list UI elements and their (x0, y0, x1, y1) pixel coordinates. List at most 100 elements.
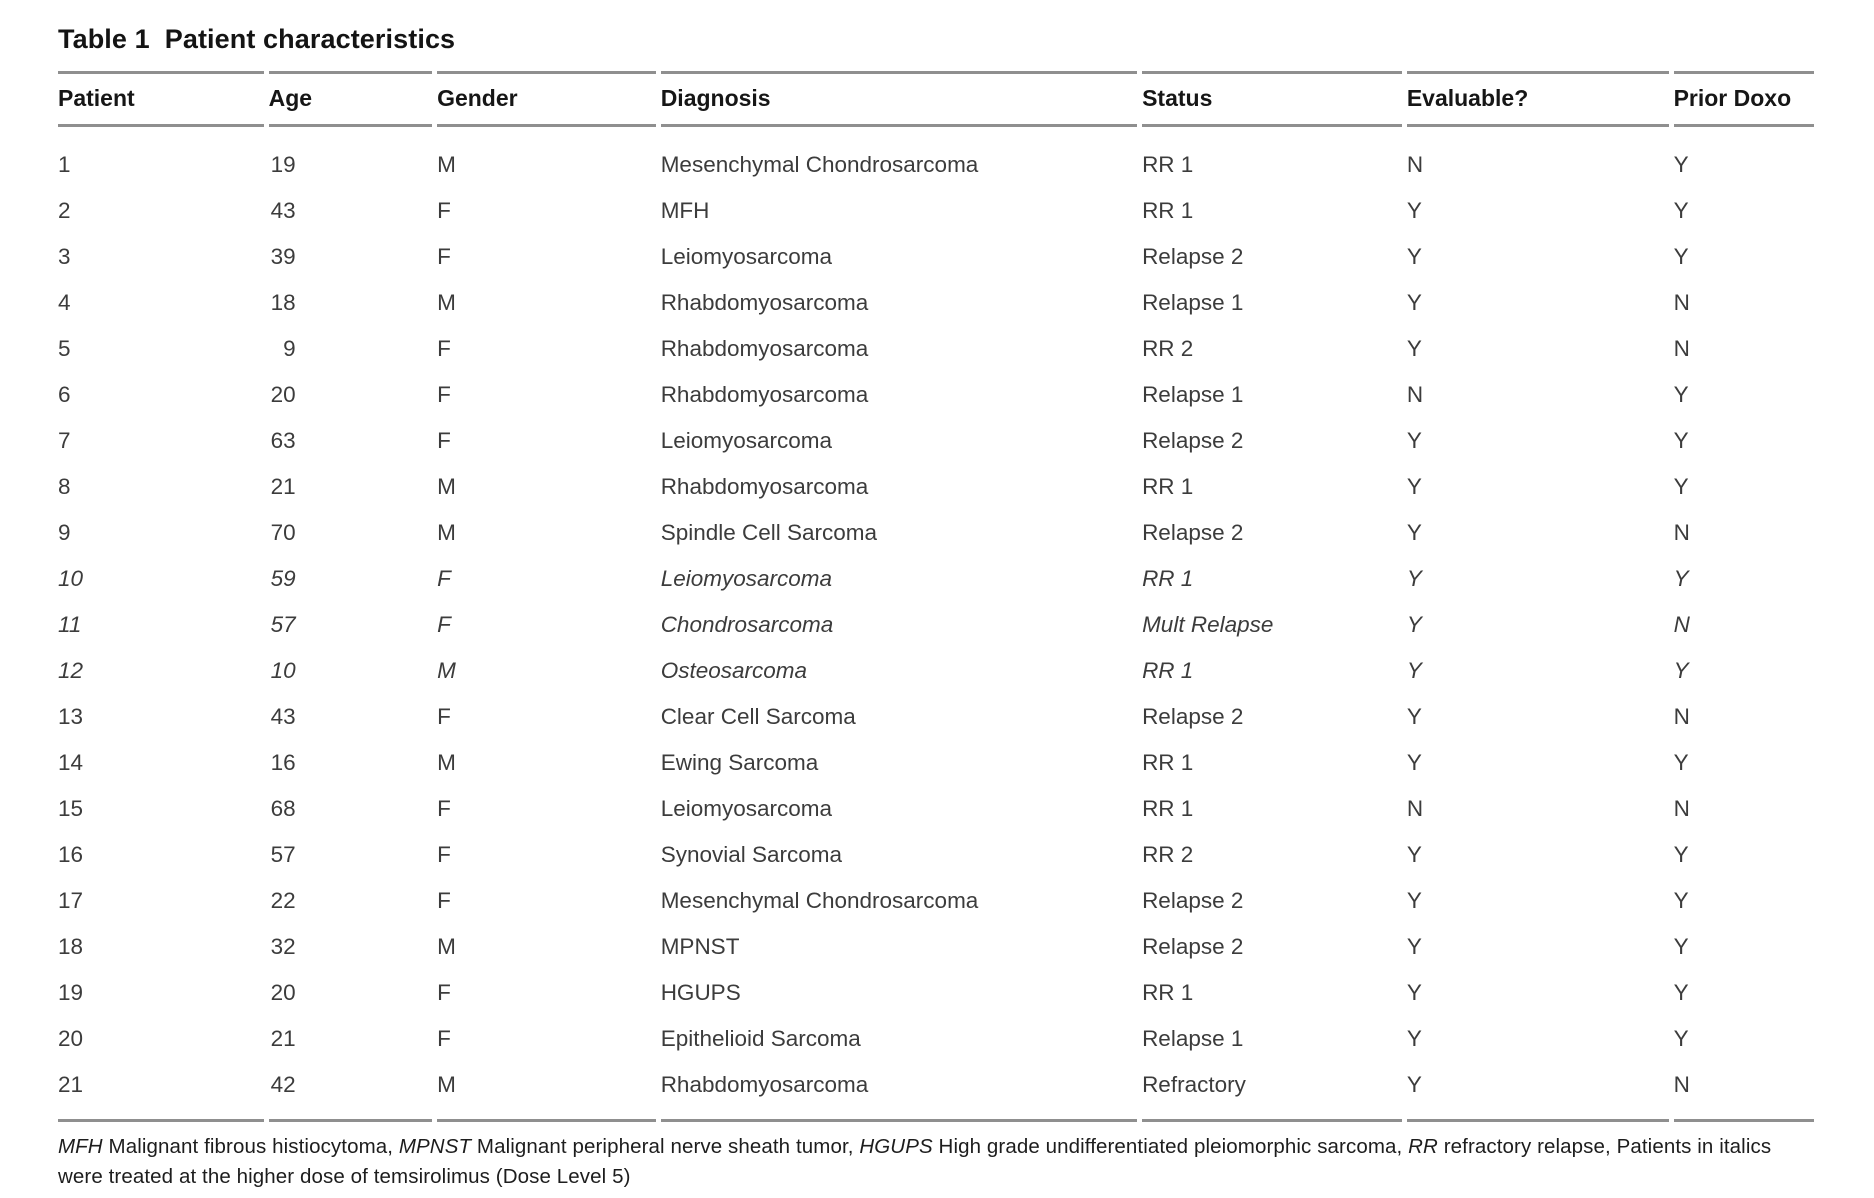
age-value: 32 (270, 934, 296, 959)
cell-gender: F (437, 704, 451, 729)
cell-age: 43 (269, 694, 432, 740)
cell-prior-doxo: N (1673, 704, 1690, 729)
cell-patient: 14 (58, 750, 84, 775)
cell-evaluable: Y (1406, 658, 1422, 683)
cell-status: Mult Relapse (1142, 612, 1274, 637)
table-row: 3 39 F Leiomyosarcoma Relapse 2 Y Y (58, 234, 1814, 280)
cell-age: 43 (269, 188, 432, 234)
table-row: 9 70 M Spindle Cell Sarcoma Relapse 2 Y … (58, 510, 1814, 556)
cell-gender: F (437, 1026, 451, 1051)
cell-patient: 1 (58, 152, 71, 177)
cell-patient: 17 (58, 888, 84, 913)
footnote-text: Malignant peripheral nerve sheath tumor, (471, 1135, 860, 1158)
cell-status: RR 1 (1142, 474, 1194, 499)
cell-gender: M (437, 474, 456, 499)
cell-status: RR 1 (1142, 750, 1194, 775)
cell-status: Relapse 1 (1142, 382, 1244, 407)
cell-prior-doxo: Y (1673, 842, 1689, 867)
cell-status: Relapse 2 (1142, 244, 1244, 269)
cell-gender: F (437, 612, 451, 637)
cell-evaluable: Y (1406, 612, 1422, 637)
cell-status: RR 1 (1142, 198, 1194, 223)
cell-evaluable: Y (1406, 428, 1422, 453)
age-value: 21 (270, 1026, 296, 1051)
cell-diagnosis: Leiomyosarcoma (660, 566, 833, 591)
cell-evaluable: Y (1406, 290, 1422, 315)
table-body: 1 19 M Mesenchymal Chondrosarcoma RR 1 N… (58, 127, 1814, 1122)
cell-prior-doxo: N (1673, 612, 1690, 637)
cell-status: RR 1 (1142, 152, 1194, 177)
cell-patient: 8 (58, 474, 71, 499)
cell-patient: 13 (58, 704, 84, 729)
age-value: 20 (270, 382, 296, 407)
table-row: 1 19 M Mesenchymal Chondrosarcoma RR 1 N… (58, 127, 1814, 188)
age-value: 22 (270, 888, 296, 913)
cell-status: Refractory (1142, 1062, 1402, 1122)
cell-evaluable: Y (1406, 750, 1422, 775)
cell-gender: M (437, 1062, 656, 1122)
age-value: 68 (270, 796, 296, 821)
footnote-text: Malignant fibrous histiocytoma, (102, 1135, 399, 1158)
cell-age: 22 (269, 878, 432, 924)
cell-status: Relapse 1 (1142, 1026, 1244, 1051)
cell-gender: M (437, 520, 456, 545)
cell-age: 20 (269, 970, 432, 1016)
cell-evaluable: N (1406, 796, 1424, 821)
table-row: 13 43 F Clear Cell Sarcoma Relapse 2 Y N (58, 694, 1814, 740)
table-row: 18 32 M MPNST Relapse 2 Y Y (58, 924, 1814, 970)
header-row: Patient Age Gender Diagnosis Status Eval… (58, 71, 1814, 127)
cell-prior-doxo: N (1673, 1062, 1814, 1122)
table-row: 19 20 F HGUPS RR 1 Y Y (58, 970, 1814, 1016)
age-value: 57 (270, 842, 296, 867)
table-label: Table 1 (58, 24, 150, 54)
cell-age: 63 (269, 418, 432, 464)
cell-age: 57 (269, 602, 432, 648)
cell-evaluable: Y (1406, 934, 1422, 959)
cell-prior-doxo: Y (1673, 934, 1689, 959)
age-value: 57 (270, 612, 296, 637)
cell-prior-doxo: N (1673, 336, 1690, 361)
cell-status: Relapse 2 (1142, 888, 1244, 913)
cell-status: RR 2 (1142, 336, 1194, 361)
cell-evaluable: Y (1406, 474, 1422, 499)
cell-diagnosis: Osteosarcoma (660, 658, 807, 683)
table-row: 11 57 F Chondrosarcoma Mult Relapse Y N (58, 602, 1814, 648)
cell-patient: 2 (58, 198, 71, 223)
cell-evaluable: Y (1406, 1026, 1422, 1051)
cell-evaluable: Y (1406, 888, 1422, 913)
col-header-status: Status (1142, 71, 1402, 127)
cell-evaluable: Y (1406, 704, 1422, 729)
cell-age: 68 (269, 786, 432, 832)
cell-evaluable: Y (1406, 842, 1422, 867)
cell-age: 21 (269, 464, 432, 510)
cell-diagnosis: Rhabdomyosarcoma (660, 382, 869, 407)
cell-gender: M (437, 152, 456, 177)
cell-evaluable: Y (1406, 244, 1422, 269)
cell-prior-doxo: Y (1673, 980, 1689, 1005)
cell-age: 16 (269, 740, 432, 786)
cell-patient: 7 (58, 428, 71, 453)
cell-patient: 3 (58, 244, 71, 269)
cell-age: 42 (268, 1062, 433, 1122)
table-row: 12 10 M Osteosarcoma RR 1 Y Y (58, 648, 1814, 694)
table-row: 10 59 F Leiomyosarcoma RR 1 Y Y (58, 556, 1814, 602)
cell-patient: 4 (58, 290, 71, 315)
age-value: 10 (270, 658, 296, 683)
cell-status: RR 1 (1142, 980, 1194, 1005)
cell-prior-doxo: Y (1673, 428, 1689, 453)
cell-age: 59 (269, 556, 432, 602)
age-value: 18 (270, 290, 296, 315)
table-row: 14 16 M Ewing Sarcoma RR 1 Y Y (58, 740, 1814, 786)
cell-status: RR 2 (1142, 842, 1194, 867)
cell-evaluable: N (1406, 152, 1424, 177)
cell-prior-doxo: Y (1673, 1026, 1689, 1051)
footnote-text: refractory relapse, Patients in italics … (58, 1135, 1772, 1188)
col-header-evaluable: Evaluable? (1406, 71, 1669, 127)
cell-prior-doxo: N (1673, 290, 1690, 315)
cell-age: 9 (269, 326, 432, 372)
age-value: 20 (270, 980, 296, 1005)
cell-patient: 11 (58, 612, 82, 637)
cell-gender: M (437, 750, 456, 775)
cell-gender: F (437, 198, 451, 223)
